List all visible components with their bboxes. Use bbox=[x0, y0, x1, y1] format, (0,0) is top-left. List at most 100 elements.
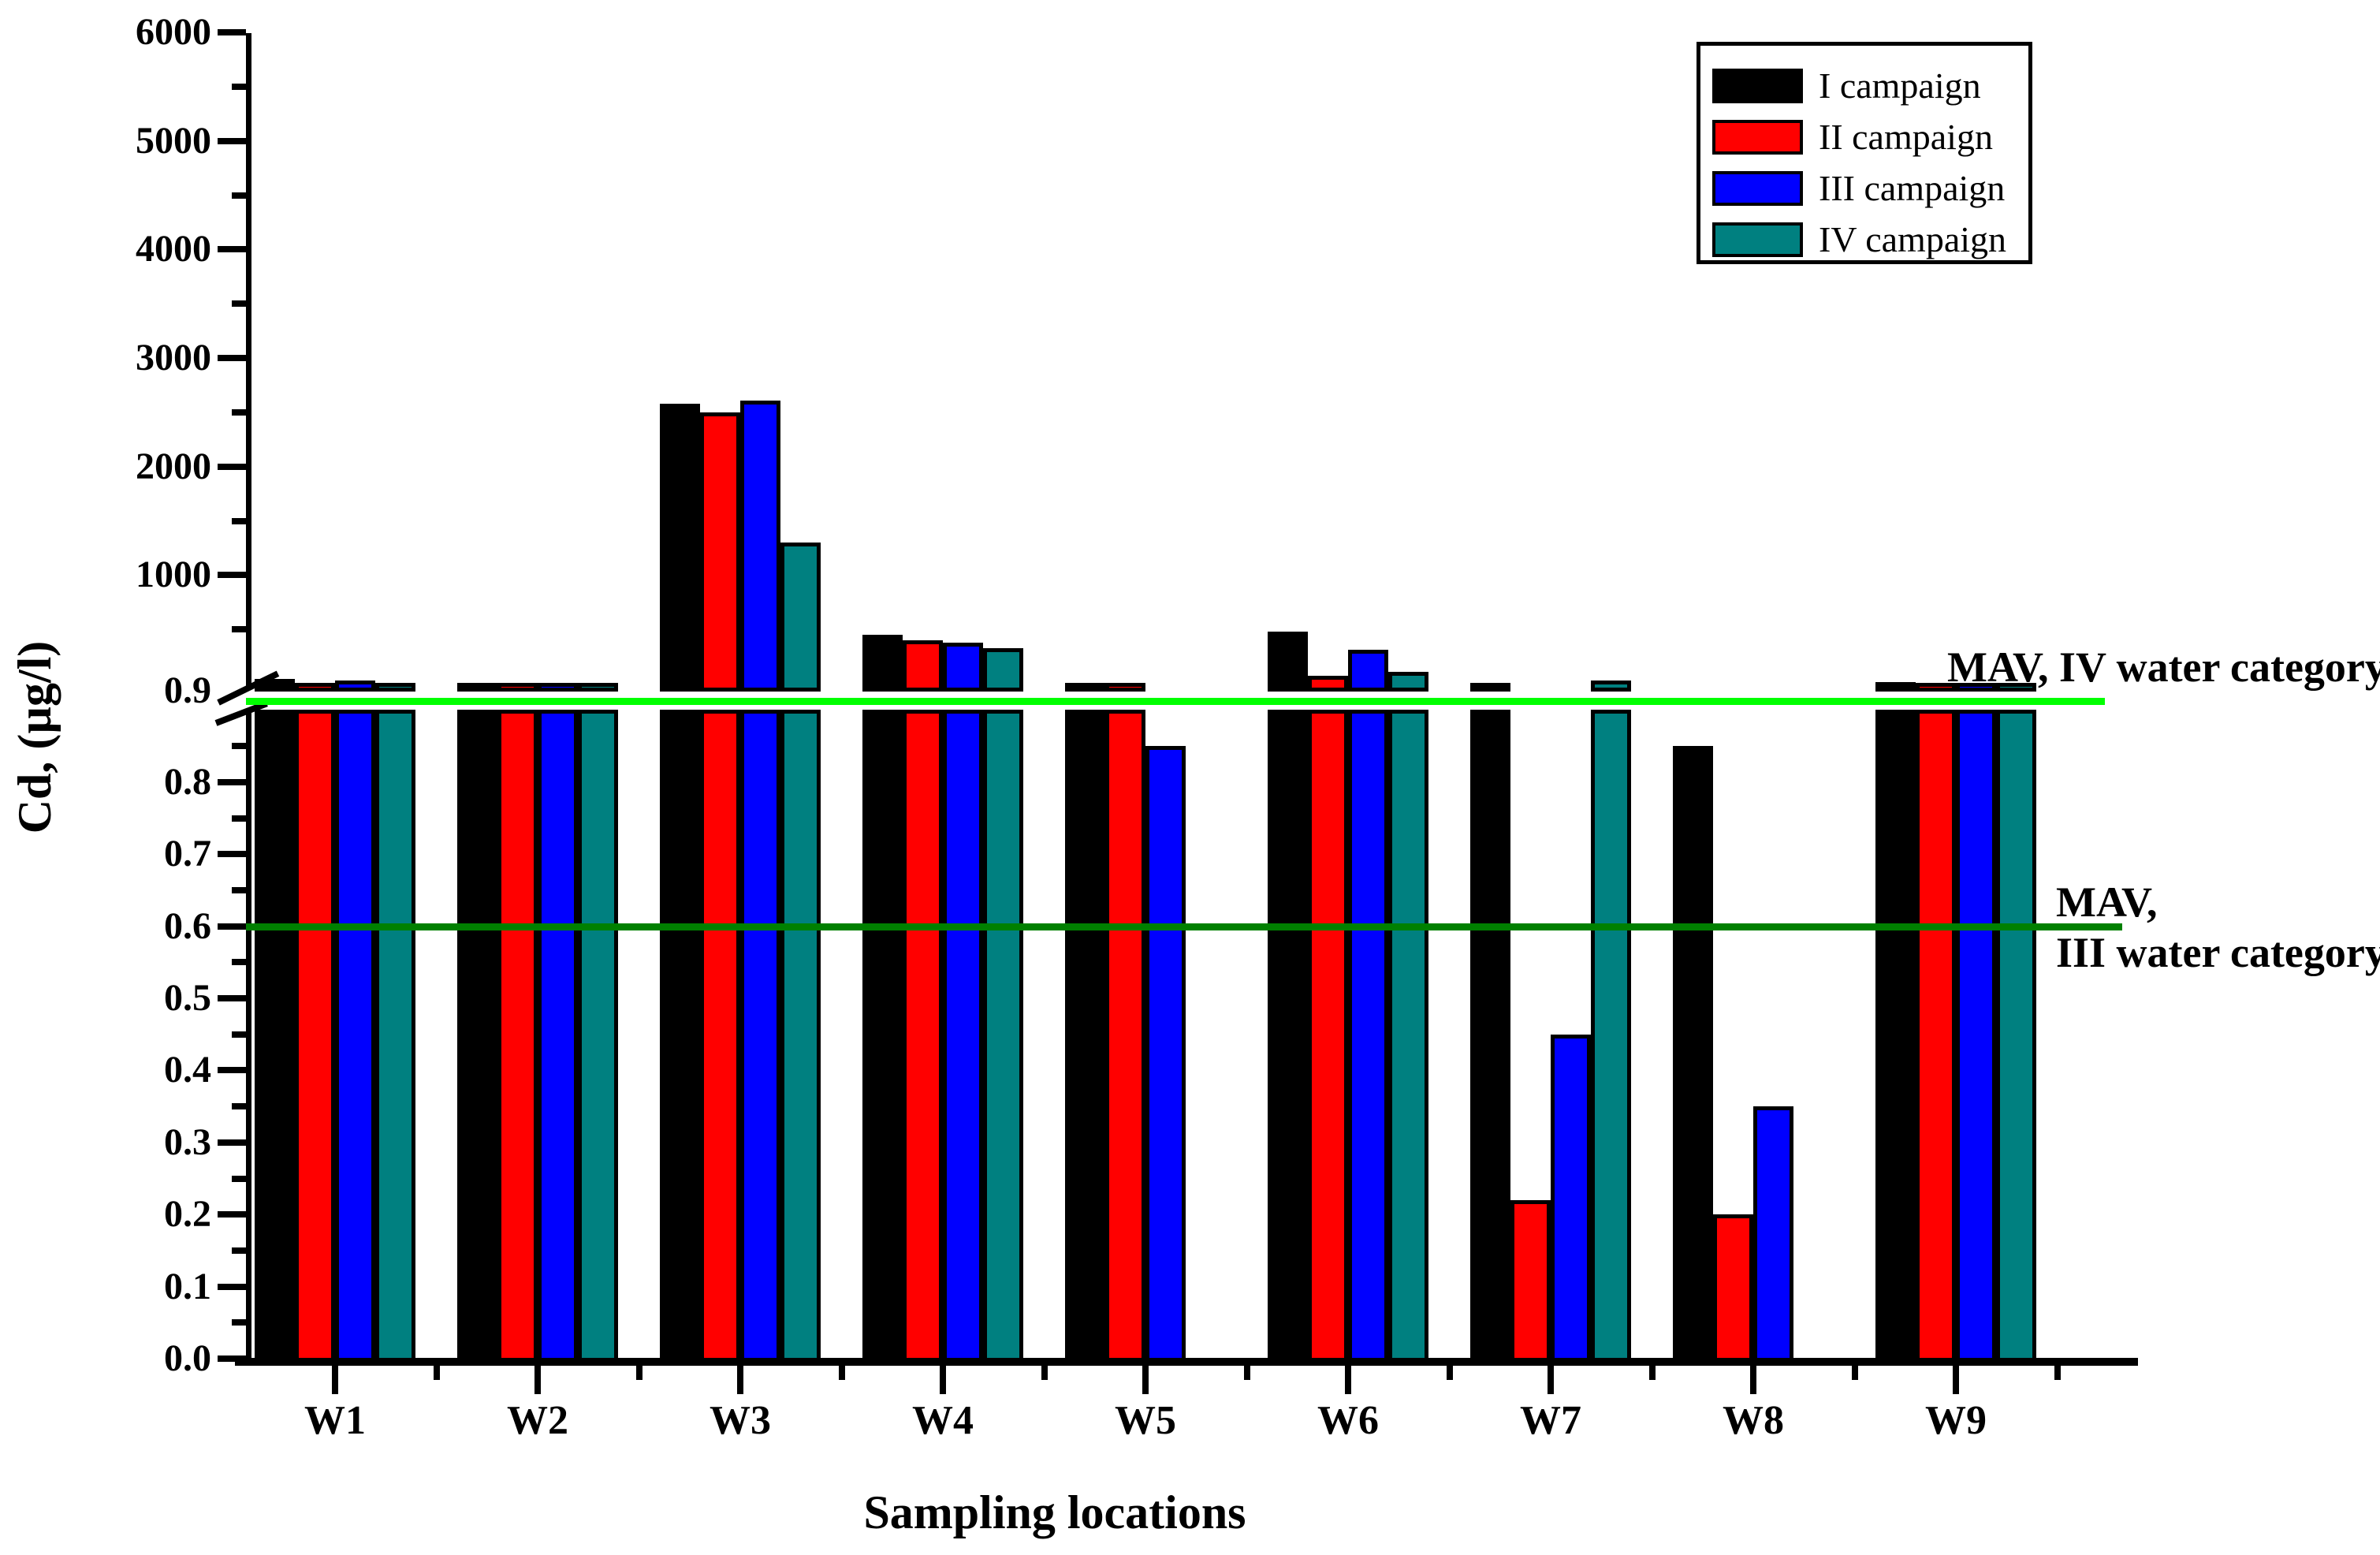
y-axis-line-top-segment bbox=[246, 33, 251, 688]
legend-label: II campaign bbox=[1819, 117, 1993, 157]
bar-i-campaign-W4 bbox=[862, 710, 903, 1362]
bar-top-cap bbox=[1105, 683, 1145, 692]
x-axis-line bbox=[235, 1358, 2138, 1366]
y-axis-major-tick bbox=[218, 1139, 246, 1146]
x-axis-minor-tick bbox=[1041, 1366, 1048, 1380]
bar-top-cap bbox=[660, 403, 700, 692]
bar-iii-campaign-W4 bbox=[943, 710, 983, 1362]
legend-swatch-iv-campaign bbox=[1712, 222, 1803, 257]
y-axis-tick-label: 0.0 bbox=[164, 1337, 211, 1379]
bar-iii-campaign-W5 bbox=[1145, 746, 1186, 1362]
y-axis-major-tick bbox=[218, 463, 246, 470]
bar-top-cap bbox=[1591, 680, 1631, 692]
y-axis-minor-tick bbox=[232, 300, 246, 308]
bar-ii-campaign-W7 bbox=[1510, 1199, 1551, 1362]
legend-swatch-i-campaign bbox=[1712, 69, 1803, 103]
y-axis-minor-tick bbox=[232, 1103, 246, 1110]
y-axis-tick-label: 0.3 bbox=[164, 1121, 211, 1163]
x-axis-major-tick bbox=[1548, 1366, 1554, 1394]
x-axis-major-tick bbox=[1142, 1366, 1149, 1394]
x-axis-major-tick bbox=[1750, 1366, 1756, 1394]
x-axis-major-tick bbox=[940, 1366, 946, 1394]
bar-top-cap bbox=[1308, 676, 1348, 692]
y-axis-major-tick bbox=[218, 1355, 246, 1362]
y-axis-major-tick bbox=[218, 137, 246, 144]
x-axis-minor-tick bbox=[1446, 1366, 1453, 1380]
x-axis-category-label: W4 bbox=[912, 1398, 974, 1443]
y-axis-major-tick bbox=[218, 778, 246, 785]
bar-iii-campaign-W2 bbox=[538, 710, 578, 1362]
bar-top-cap bbox=[255, 679, 295, 692]
y-axis-major-tick bbox=[218, 572, 246, 579]
bar-ii-campaign-W9 bbox=[1916, 710, 1956, 1362]
bar-ii-campaign-W3 bbox=[700, 710, 740, 1362]
annotation-mav-iv: MAV, IV water category bbox=[1947, 642, 2380, 692]
x-axis-category-label: W9 bbox=[1925, 1398, 1987, 1443]
bar-top-cap bbox=[1956, 683, 1996, 692]
bar-top-cap bbox=[862, 635, 903, 692]
x-axis-minor-tick bbox=[433, 1366, 440, 1380]
bar-top-cap bbox=[700, 412, 740, 692]
y-axis-minor-tick bbox=[232, 192, 246, 199]
x-axis-minor-tick bbox=[1648, 1366, 1656, 1380]
x-axis-title: Sampling locations bbox=[863, 1486, 1246, 1538]
bar-top-cap bbox=[943, 642, 983, 692]
bar-top-cap bbox=[457, 682, 497, 692]
y-axis-tick-label: 4000 bbox=[136, 228, 211, 270]
y-axis-minor-tick bbox=[232, 626, 246, 633]
bar-iv-campaign-W1 bbox=[375, 710, 415, 1362]
y-axis-tick-label: 3000 bbox=[136, 337, 211, 379]
y-axis-tick-label: 0.1 bbox=[164, 1265, 211, 1307]
y-axis-major-tick bbox=[218, 1067, 246, 1074]
reference-line-mav-iii bbox=[246, 923, 2122, 930]
bar-ii-campaign-W2 bbox=[497, 710, 538, 1362]
x-axis-major-tick bbox=[737, 1366, 743, 1394]
legend-label: IV campaign bbox=[1819, 219, 2007, 259]
bar-top-cap bbox=[740, 400, 780, 692]
bar-top-cap bbox=[1348, 650, 1388, 692]
bar-i-campaign-W9 bbox=[1875, 710, 1916, 1362]
y-axis-tick-label: 1000 bbox=[136, 554, 211, 596]
legend: I campaign II campaign III campaign IV camp… bbox=[1697, 42, 2032, 264]
legend-label: I campaign bbox=[1819, 65, 1981, 106]
bar-iii-campaign-W9 bbox=[1956, 710, 1996, 1362]
bar-i-campaign-W2 bbox=[457, 710, 497, 1362]
y-axis-tick-label: 0.8 bbox=[164, 760, 211, 803]
y-axis-tick-label: 0.7 bbox=[164, 833, 211, 875]
y-axis-tick-label: 5000 bbox=[136, 119, 211, 162]
bar-iv-campaign-W3 bbox=[780, 710, 821, 1362]
y-axis-major-tick bbox=[218, 995, 246, 1001]
bar-top-cap bbox=[1268, 631, 1308, 692]
bar-ii-campaign-W4 bbox=[903, 710, 943, 1362]
bar-top-cap bbox=[1875, 681, 1916, 692]
bar-ii-campaign-W6 bbox=[1308, 710, 1348, 1362]
bar-iii-campaign-W6 bbox=[1348, 710, 1388, 1362]
annotation-line: MAV, IV water category bbox=[1947, 643, 2380, 691]
x-axis-category-label: W5 bbox=[1115, 1398, 1176, 1443]
y-axis-tick-label: 0.6 bbox=[164, 904, 211, 947]
bar-iv-campaign-W4 bbox=[983, 710, 1023, 1362]
bar-iv-campaign-W2 bbox=[578, 710, 618, 1362]
y-axis-major-tick bbox=[218, 1211, 246, 1218]
y-axis-major-tick bbox=[218, 923, 246, 930]
x-axis-major-tick bbox=[1345, 1366, 1351, 1394]
bar-i-campaign-W1 bbox=[255, 710, 295, 1362]
legend-label: III campaign bbox=[1819, 168, 2006, 208]
y-axis-minor-tick bbox=[232, 517, 246, 524]
bar-top-cap bbox=[903, 640, 943, 692]
y-axis-minor-tick bbox=[232, 886, 246, 893]
x-axis-major-tick bbox=[332, 1366, 338, 1394]
bar-iii-campaign-W7 bbox=[1551, 1034, 1591, 1362]
y-axis-minor-tick bbox=[232, 408, 246, 416]
y-axis-tick-label: 2000 bbox=[136, 445, 211, 487]
x-axis-category-label: W2 bbox=[507, 1398, 568, 1443]
bar-top-cap bbox=[1470, 682, 1510, 692]
x-axis-minor-tick bbox=[1243, 1366, 1250, 1380]
bar-iii-campaign-W1 bbox=[335, 710, 375, 1362]
x-axis-category-label: W8 bbox=[1723, 1398, 1784, 1443]
bar-top-cap bbox=[497, 683, 538, 692]
x-axis-category-label: W3 bbox=[710, 1398, 771, 1443]
bar-i-campaign-W6 bbox=[1268, 710, 1308, 1362]
y-axis-major-tick bbox=[218, 1283, 246, 1290]
